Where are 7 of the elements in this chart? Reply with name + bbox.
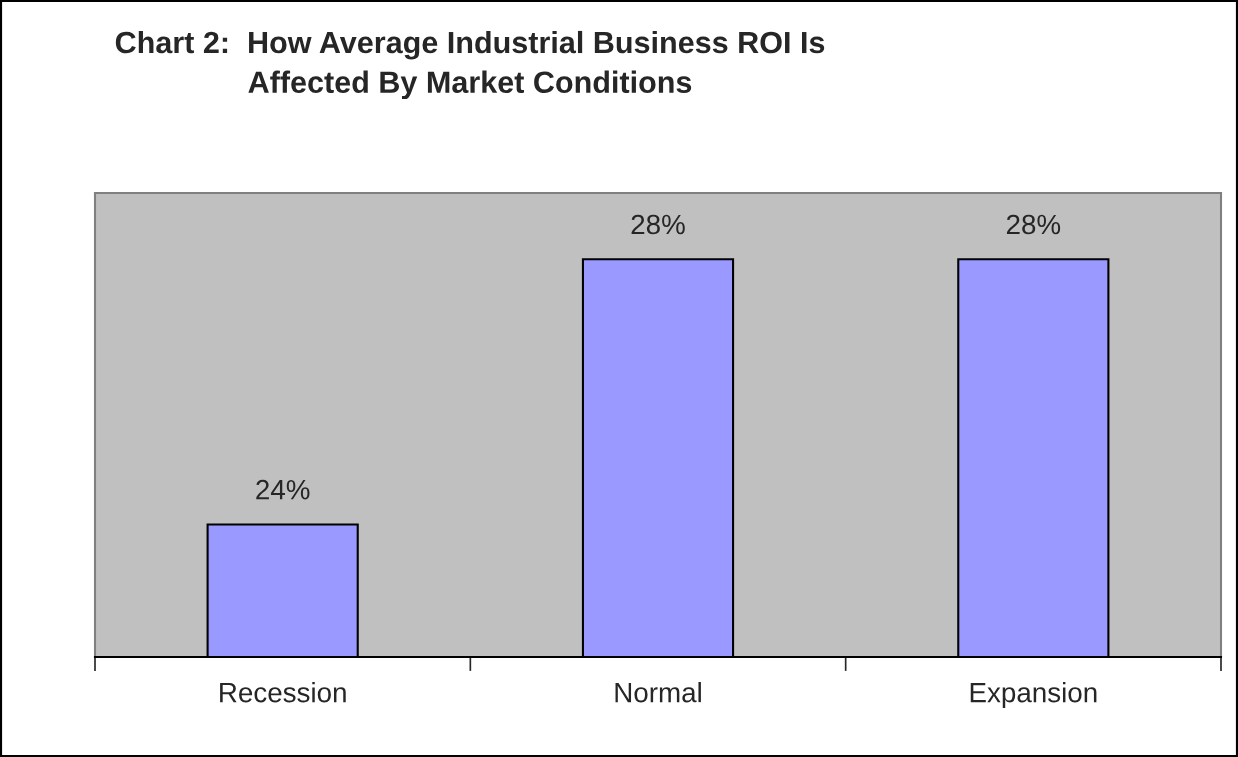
chart-title: Chart 2: How Average Industrial Business ROI Is Affected By Market Conditions: [115, 30, 825, 100]
data-label: 24%: [256, 479, 310, 500]
data-label: 28%: [1006, 214, 1061, 235]
x-tick-label: Expansion: [970, 682, 1097, 708]
x-tick-label: Recession: [220, 682, 346, 703]
x-tick-label: Normal: [615, 682, 701, 703]
data-label: 28%: [631, 214, 685, 235]
